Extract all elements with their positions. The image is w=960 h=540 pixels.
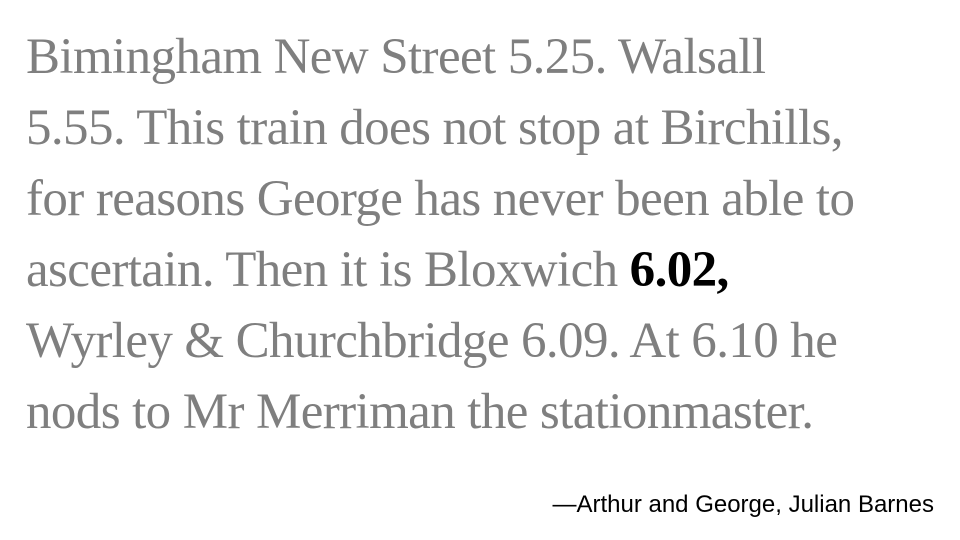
- highlighted-time: 6.02,: [629, 242, 730, 298]
- quote-line-5: Wyrley & Churchbridge 6.09. At 6.10 he: [26, 313, 838, 369]
- quote-line-1: Bimingham New Street 5.25. Walsall: [26, 29, 766, 85]
- quote-line-6: nods to Mr Merriman the stationmaster.: [26, 384, 814, 440]
- attribution: —Arthur and George, Julian Barnes: [552, 491, 934, 518]
- quote-line-4: ascertain. Then it is Bloxwich 6.02,: [26, 235, 946, 306]
- quote-line-4-text: ascertain. Then it is Bloxwich: [26, 242, 630, 298]
- quote-line-3: for reasons George has never been able t…: [26, 171, 855, 227]
- quote-line-2: 5.55. This train does not stop at Birchi…: [26, 100, 844, 156]
- quote-text: Bimingham New Street 5.25. Walsall 5.55.…: [26, 22, 946, 448]
